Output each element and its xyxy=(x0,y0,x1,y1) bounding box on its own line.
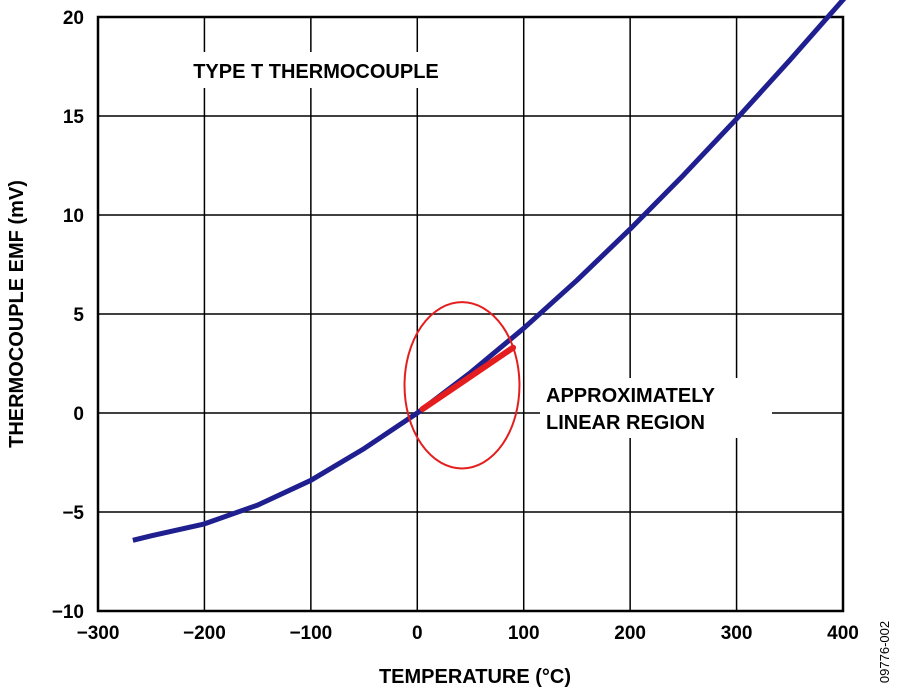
y-tick-label: 0 xyxy=(73,404,84,425)
curve-layer xyxy=(132,0,847,543)
linear-region-circle xyxy=(403,301,521,470)
x-tick-label: 400 xyxy=(827,623,859,644)
linear-segment-highlight xyxy=(419,344,517,413)
annotation-linear-line-2: LINEAR REGION xyxy=(546,412,705,434)
y-tick-label: 5 xyxy=(73,305,84,326)
annotation-type-t-text: TYPE T THERMOCOUPLE xyxy=(193,61,439,83)
x-tick-label: 300 xyxy=(721,623,753,644)
x-tick-label: −200 xyxy=(183,623,226,644)
x-tick-label: 0 xyxy=(412,623,423,644)
highlight-layer xyxy=(403,301,521,470)
y-axis-title: THERMOCOUPLE EMF (mV) xyxy=(6,180,28,448)
annotation-linear-region: APPROXIMATELY LINEAR REGION xyxy=(540,378,772,438)
x-tick-label: 200 xyxy=(614,623,646,644)
annotation-linear-line-1: APPROXIMATELY xyxy=(546,385,716,407)
tick-labels: −300 −200 −100 0 100 200 300 400 −10 −5 0 5 10 15 20 xyxy=(52,8,859,644)
x-tick-label: −300 xyxy=(77,623,120,644)
x-axis-title: TEMPERATURE (°C) xyxy=(379,666,571,688)
y-tick-label: −5 xyxy=(62,503,84,524)
x-tick-label: 100 xyxy=(508,623,540,644)
annotation-type-t-bg xyxy=(156,52,476,88)
grid xyxy=(96,15,845,613)
x-tick-label: −100 xyxy=(289,623,332,644)
y-tick-label: −10 xyxy=(52,602,84,623)
emf-curve xyxy=(132,0,847,543)
y-tick-label: 20 xyxy=(63,8,84,29)
y-tick-label: 15 xyxy=(63,107,85,128)
y-tick-label: 10 xyxy=(63,206,84,227)
figure-id: 09776-002 xyxy=(877,621,892,683)
annotation-linear-bg xyxy=(540,378,772,438)
plot-frame xyxy=(96,15,845,613)
annotation-type-t: TYPE T THERMOCOUPLE xyxy=(156,52,476,88)
